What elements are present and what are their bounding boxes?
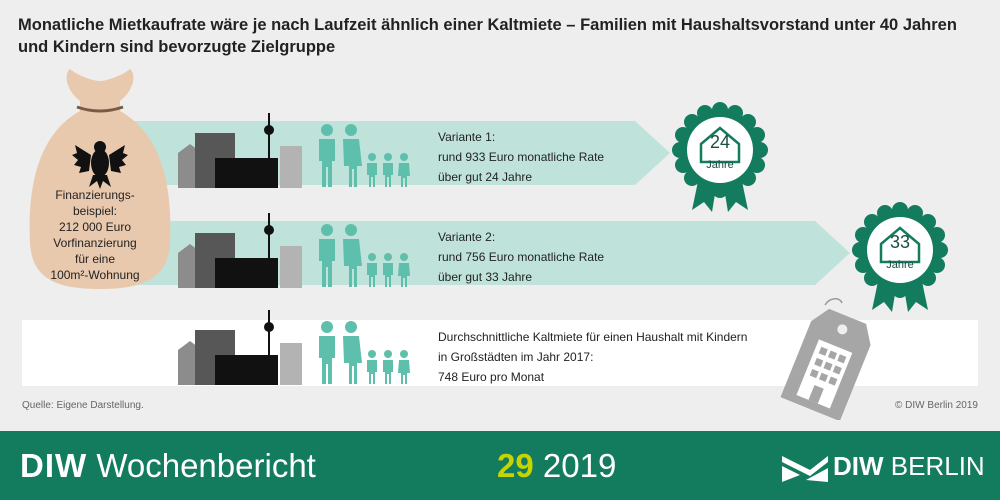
city-family-scene [178, 213, 410, 288]
diw-logo-icon [782, 456, 828, 482]
rent-line: 748 Euro pro Monat [438, 370, 545, 384]
badge-number: 33 [889, 232, 911, 252]
city-family-scene [178, 310, 410, 385]
rent-line: Durchschnittliche Kaltmiete für einen Ha… [438, 330, 748, 344]
financing-example-text: Finanzierungs- beispiel: 212 000 Euro Vo… [40, 187, 150, 283]
bag-line: 212 000 Euro [58, 220, 132, 234]
family-icon [319, 124, 410, 187]
city-skyline-icon [178, 113, 302, 188]
variant-line: rund 933 Euro monatliche Rate [438, 150, 605, 164]
bag-line: 100m²-Wohnung [50, 268, 140, 282]
rent-line: in Großstädten im Jahr 2017: [438, 350, 594, 364]
variant-1-text: Variante 1: rund 933 Euro monatliche Rat… [438, 127, 604, 187]
city-family-scene [178, 113, 410, 188]
brand-bold: DIW [20, 447, 88, 484]
bag-line: beispiel: [72, 204, 118, 218]
bag-line: Finanzierungs- [55, 188, 135, 202]
rent-text: Durchschnittliche Kaltmiete für einen Ha… [438, 327, 747, 387]
publication-brand: DIW Wochenbericht [20, 446, 316, 486]
money-bag-icon [29, 69, 171, 289]
federal-eagle-icon [72, 141, 128, 189]
family-icon [319, 321, 410, 384]
badge-label: Jahre [886, 259, 914, 271]
city-skyline-icon [178, 213, 302, 288]
rosette-badge-icon [852, 202, 948, 312]
logo-bold: DIW [833, 451, 884, 481]
variant-line: Variante 1: [438, 130, 496, 144]
price-tag-icon [780, 298, 871, 420]
city-skyline-icon [178, 310, 302, 385]
badge-label: Jahre [706, 159, 734, 171]
badge-number: 24 [709, 132, 731, 152]
issue-year: 2019 [542, 447, 617, 484]
brand-rest: Wochenbericht [87, 447, 316, 484]
bag-line: für eine [74, 252, 116, 266]
variant-2-text: Variante 2: rund 756 Euro monatliche Rat… [438, 227, 604, 287]
variant-line: Variante 2: [438, 230, 496, 244]
family-icon [319, 224, 410, 287]
page-title: Monatliche Mietkaufrate wäre je nach Lau… [18, 16, 957, 56]
footer-bar [0, 431, 1000, 500]
copyright-note: © DIW Berlin 2019 [895, 400, 978, 411]
diw-berlin-logo-text: DIW BERLIN [833, 449, 985, 483]
issue-number: 29 2019 [497, 446, 616, 486]
variant-line: rund 756 Euro monatliche Rate [438, 250, 605, 264]
issue-num: 29 [497, 447, 534, 484]
rosette-badge-icon [672, 102, 768, 212]
source-note: Quelle: Eigene Darstellung. [22, 400, 144, 411]
logo-rest: BERLIN [883, 451, 985, 481]
variant-line: über gut 24 Jahre [438, 170, 533, 184]
variant-line: über gut 33 Jahre [438, 270, 533, 284]
bag-line: Vorfinanzierung [53, 236, 137, 250]
